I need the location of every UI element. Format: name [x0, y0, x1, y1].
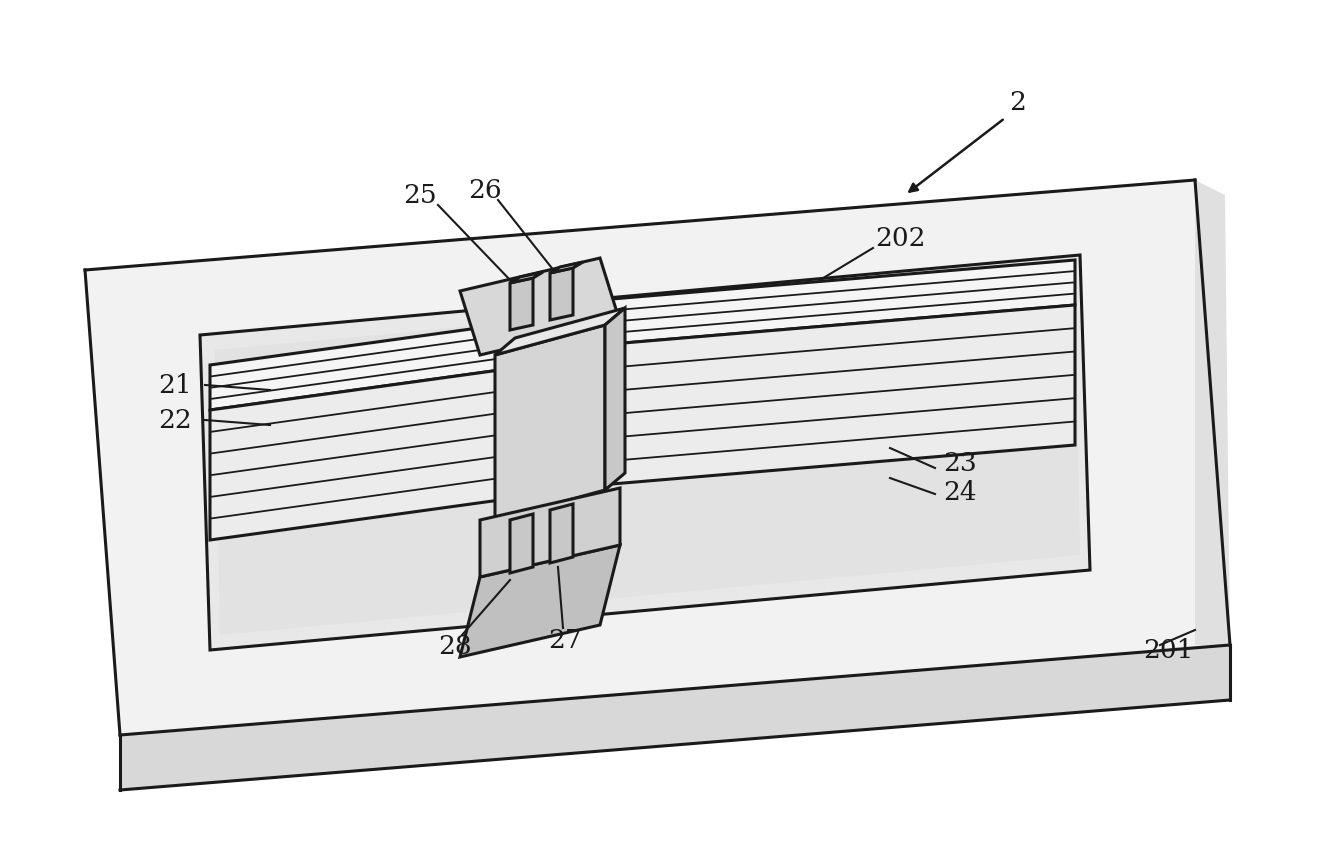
- Text: 28: 28: [438, 634, 471, 659]
- Polygon shape: [120, 645, 1230, 790]
- Polygon shape: [480, 488, 620, 577]
- Polygon shape: [459, 545, 620, 657]
- Text: 23: 23: [942, 451, 977, 475]
- Text: 201: 201: [1143, 637, 1193, 663]
- Polygon shape: [210, 325, 500, 410]
- Polygon shape: [510, 278, 533, 330]
- Polygon shape: [201, 255, 1090, 650]
- Polygon shape: [605, 308, 624, 490]
- Polygon shape: [550, 268, 573, 320]
- Text: 25: 25: [403, 182, 437, 208]
- Polygon shape: [510, 272, 543, 283]
- Polygon shape: [495, 325, 605, 520]
- Text: 22: 22: [158, 408, 191, 432]
- Polygon shape: [550, 262, 583, 273]
- Polygon shape: [500, 322, 510, 500]
- Text: 24: 24: [944, 479, 977, 505]
- Polygon shape: [459, 258, 620, 355]
- Text: 202: 202: [875, 225, 925, 251]
- Polygon shape: [210, 370, 500, 540]
- Polygon shape: [601, 305, 1074, 485]
- Polygon shape: [590, 300, 601, 487]
- Polygon shape: [84, 180, 1230, 735]
- Polygon shape: [495, 308, 624, 355]
- Text: 27: 27: [548, 627, 582, 653]
- Polygon shape: [550, 504, 573, 563]
- Text: 21: 21: [158, 373, 191, 398]
- Text: 26: 26: [469, 177, 502, 203]
- Polygon shape: [601, 260, 1074, 345]
- Polygon shape: [510, 514, 533, 573]
- Polygon shape: [1195, 180, 1230, 645]
- Polygon shape: [215, 270, 1080, 635]
- Text: 2: 2: [1010, 89, 1027, 114]
